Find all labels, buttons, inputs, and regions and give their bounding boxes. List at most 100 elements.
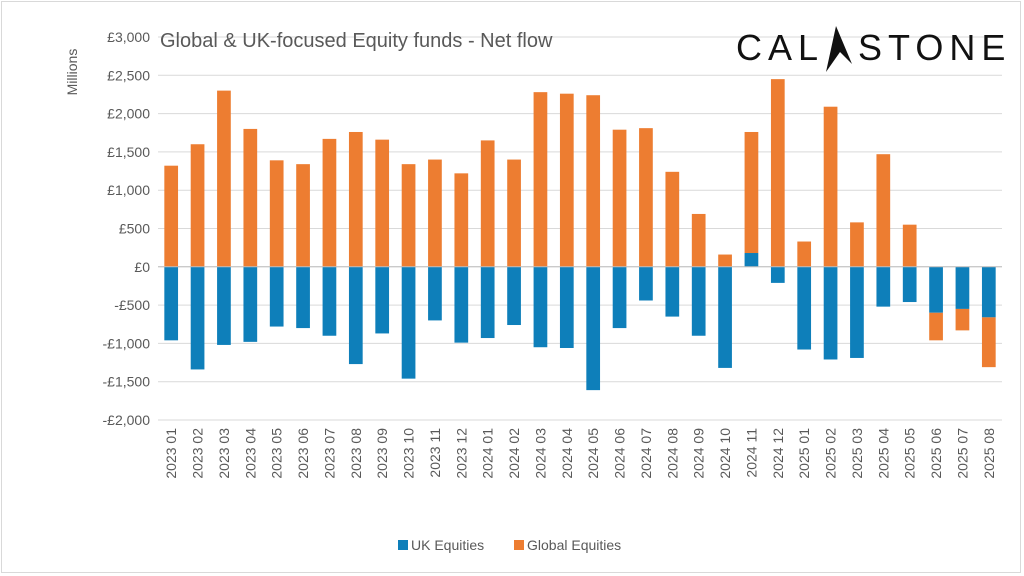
bar-uk-equities [559, 266, 574, 348]
bar-global-equities [639, 128, 653, 267]
x-tick-label: 2025 04 [875, 428, 891, 479]
bars [164, 79, 996, 391]
x-tick-label: 2024 05 [585, 428, 601, 479]
y-tick-label: £3,000 [107, 29, 150, 45]
bar-global-equities [770, 79, 785, 267]
bar-global-equities [243, 128, 258, 267]
legend-swatch-global [514, 540, 524, 550]
bar-uk-equities [375, 266, 390, 334]
bar-global-equities [876, 154, 891, 267]
logo-text-right: STONE [858, 27, 1011, 68]
x-tick-label: 2025 08 [981, 428, 997, 479]
x-tick-label: 2024 08 [664, 428, 680, 479]
bar-global-equities [850, 222, 864, 267]
bar-global-equities [902, 224, 917, 267]
bar-global-equities [744, 131, 759, 254]
bar-global-equities [533, 92, 548, 267]
x-tick-label: 2023 08 [348, 428, 364, 479]
y-tick-label: -£2,000 [103, 412, 151, 428]
bar-uk-equities [639, 266, 653, 301]
bar-uk-equities [981, 266, 996, 318]
bar-uk-equities [665, 266, 680, 317]
x-tick-label: 2025 06 [928, 428, 944, 479]
legend-label-global: Global Equities [527, 537, 621, 553]
x-tick-label: 2023 09 [374, 428, 390, 479]
bar-global-equities [480, 140, 495, 267]
bar-uk-equities [401, 266, 416, 379]
bar-uk-equities [164, 266, 179, 341]
bar-global-equities [164, 165, 179, 267]
bar-uk-equities [955, 266, 970, 309]
legend-label-uk: UK Equities [411, 537, 484, 553]
y-tick-label: -£1,000 [103, 335, 151, 351]
x-tick-label: 2025 02 [823, 428, 839, 479]
bar-global-equities [217, 90, 231, 267]
legend-swatch-uk [398, 540, 408, 550]
bar-uk-equities [533, 266, 548, 348]
x-tick-labels: 2023 01 2023 02 2023 03 2023 04 2023 05 2023 … [163, 428, 997, 479]
x-tick-label: 2024 10 [717, 428, 733, 479]
legend: UK Equities Global Equities [398, 537, 621, 553]
bar-global-equities [612, 129, 627, 267]
bar-uk-equities [428, 266, 442, 321]
bar-uk-equities [770, 266, 785, 283]
x-tick-label: 2024 01 [480, 428, 496, 479]
bar-global-equities [401, 164, 416, 267]
bar-global-equities [559, 93, 574, 267]
y-tick-label: £500 [119, 221, 150, 237]
bar-global-equities [454, 173, 469, 267]
x-tick-label: 2024 07 [638, 428, 654, 479]
x-tick-label: 2024 12 [770, 428, 786, 479]
bar-uk-equities [296, 266, 310, 329]
bar-global-equities [823, 106, 838, 267]
x-tick-label: 2024 02 [506, 428, 522, 479]
bar-global-equities [375, 139, 390, 267]
bar-uk-equities [929, 266, 943, 313]
bar-global-equities [718, 254, 732, 267]
bar-global-equities [797, 241, 812, 267]
x-tick-label: 2024 09 [691, 428, 707, 479]
x-tick-label: 2023 05 [269, 428, 285, 479]
bar-global-equities [296, 164, 310, 267]
bar-uk-equities [586, 266, 601, 391]
bar-global-equities [929, 312, 943, 341]
y-tick-labels: £3,000 £2,500 £2,000 £1,500 £1,000 £500 £0 -£50… [103, 29, 151, 428]
x-tick-label: 2025 05 [902, 428, 918, 479]
bar-global-equities [269, 160, 284, 267]
x-tick-label: 2023 11 [427, 428, 443, 478]
logo-arrow-icon [826, 26, 852, 72]
bar-uk-equities [876, 266, 891, 307]
y-tick-label: -£500 [114, 297, 150, 313]
x-tick-label: 2024 03 [532, 428, 548, 479]
bar-uk-equities [718, 266, 732, 368]
x-tick-label: 2023 12 [453, 428, 469, 479]
bar-global-equities [981, 317, 996, 368]
y-tick-label: £2,000 [107, 106, 150, 122]
x-tick-label: 2025 07 [954, 428, 970, 479]
y-tick-label: £0 [134, 259, 150, 275]
x-tick-label: 2024 11 [743, 428, 759, 478]
x-tick-label: 2023 04 [242, 428, 258, 479]
bar-uk-equities [269, 266, 284, 327]
x-tick-label: 2024 06 [612, 428, 628, 479]
bar-uk-equities [850, 266, 864, 358]
x-tick-label: 2023 10 [401, 428, 417, 479]
y-tick-label: £1,500 [107, 144, 150, 160]
bar-uk-equities [744, 253, 759, 267]
bar-uk-equities [902, 266, 917, 303]
x-tick-label: 2023 02 [190, 428, 206, 479]
bar-uk-equities [348, 266, 363, 365]
bar-global-equities [955, 308, 970, 331]
bar-uk-equities [243, 266, 258, 342]
bar-uk-equities [217, 266, 231, 345]
logo-text-left: CAL [736, 27, 824, 68]
bar-uk-equities [612, 266, 627, 329]
bar-global-equities [190, 144, 205, 267]
bar-uk-equities [454, 266, 469, 343]
bar-global-equities [348, 131, 363, 267]
x-tick-label: 2025 03 [849, 428, 865, 479]
calastone-logo: CAL STONE [736, 26, 1011, 72]
bar-uk-equities [823, 266, 838, 360]
y-axis-label: Millions [64, 49, 80, 96]
